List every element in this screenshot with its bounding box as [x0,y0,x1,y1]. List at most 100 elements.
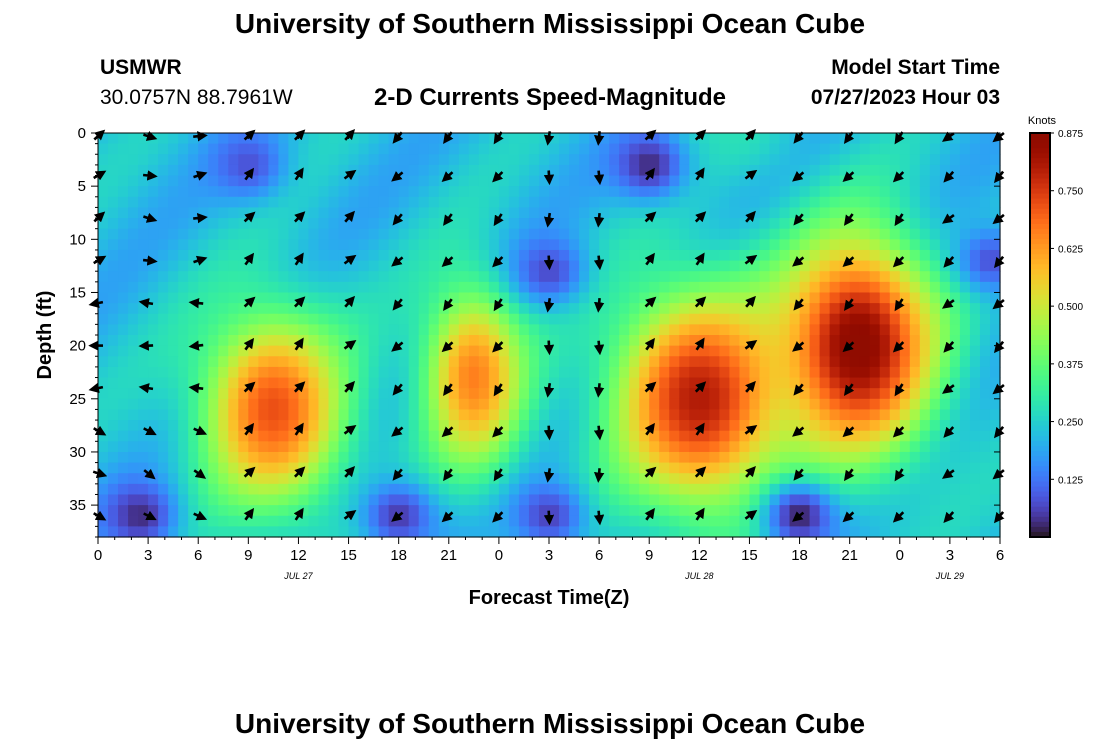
heatmap-cell [879,388,891,400]
heatmap-cell [368,473,380,485]
heatmap-cell [759,292,771,304]
heatmap-cell [829,409,841,421]
heatmap-cell [488,324,500,336]
heatmap-cell [278,345,290,357]
heatmap-cell [609,366,620,379]
heatmap-cell [899,356,911,368]
heatmap-cell [579,462,590,474]
heatmap-cell [829,526,841,538]
heatmap-cell [769,281,781,294]
heatmap-cell [879,186,891,198]
heatmap-cell [238,133,249,145]
heatmap-cell [989,483,1001,496]
heatmap-cell [498,345,510,357]
heatmap-cell [288,515,300,527]
heatmap-cell [428,292,440,304]
heatmap-cell [949,526,961,538]
heatmap-cell [849,324,861,336]
heatmap-cell [318,515,330,527]
heatmap-cell [789,335,801,347]
heatmap-cell [749,303,761,315]
heatmap-cell [488,154,500,166]
heatmap-cell [609,164,620,177]
heatmap-cell [418,409,430,421]
heatmap-cell [939,441,951,453]
heatmap-cell [138,303,149,315]
heatmap-cell [589,196,600,209]
heatmap-cell [278,366,290,379]
heatmap-cell [438,228,450,240]
heatmap-cell [639,154,650,166]
heatmap-cell [178,451,189,464]
heatmap-cell [418,398,430,411]
heatmap-cell [468,292,480,304]
heatmap-cell [589,186,600,198]
heatmap-cell [759,133,771,145]
heatmap-cell [138,164,149,177]
heatmap-cell [228,249,239,262]
heatmap-cell [468,483,480,496]
heatmap-cell [228,324,239,336]
heatmap-cell [98,451,109,464]
heatmap-cell [498,186,510,198]
heatmap-cell [619,196,630,209]
heatmap-cell [549,154,560,166]
heatmap-cell [228,228,239,240]
heatmap-cell [559,271,570,283]
heatmap-cell [649,451,660,464]
heatmap-cell [498,260,510,272]
heatmap-cell [338,313,350,325]
colorbar-swatch [1030,213,1050,220]
heatmap-cell [428,398,440,411]
heatmap-cell [478,313,490,325]
heatmap-cell [348,143,360,155]
heatmap-cell [308,186,320,198]
heatmap-cell [228,175,239,187]
heatmap-cell [238,164,249,177]
heatmap-cell [398,451,410,464]
heatmap-cell [569,271,580,283]
heatmap-cell [879,313,891,325]
heatmap-cell [218,377,229,389]
heatmap-cell [819,505,831,517]
heatmap-cell [108,388,119,400]
heatmap-cell [128,398,139,411]
heatmap-cell [919,515,931,527]
heatmap-cell [518,430,530,442]
heatmap-cell [428,483,440,496]
heatmap-cell [448,441,460,453]
heatmap-cell [478,420,490,432]
heatmap-cell [358,335,370,347]
heatmap-cell [148,228,159,240]
heatmap-cell [368,175,380,187]
heatmap-cell [208,420,219,432]
heatmap-cell [368,526,380,538]
heatmap-cell [859,292,871,304]
heatmap-cell [819,196,831,209]
heatmap-cell [458,441,470,453]
heatmap-cell [719,366,730,379]
heatmap-cell [719,324,730,336]
heatmap-cell [458,271,470,283]
heatmap-cell [689,324,700,336]
heatmap-cell [949,292,961,304]
heatmap-cell [749,388,761,400]
heatmap-cell [759,441,771,453]
heatmap-cell [308,239,320,251]
heatmap-cell [368,409,380,421]
heatmap-cell [388,324,400,336]
current-arrow [694,507,705,521]
heatmap-cell [689,196,700,209]
heatmap-cell [919,483,931,496]
heatmap-cell [579,483,590,496]
heatmap-cell [348,441,360,453]
heatmap-cell [769,473,781,485]
heatmap-cell [528,409,540,421]
heatmap-cell [789,398,801,411]
heatmap-cell [398,260,410,272]
x-tick-label: 18 [390,547,407,564]
heatmap-cell [909,451,921,464]
x-tick-label: 18 [791,547,808,564]
heatmap-cell [418,260,430,272]
heatmap-cell [368,154,380,166]
